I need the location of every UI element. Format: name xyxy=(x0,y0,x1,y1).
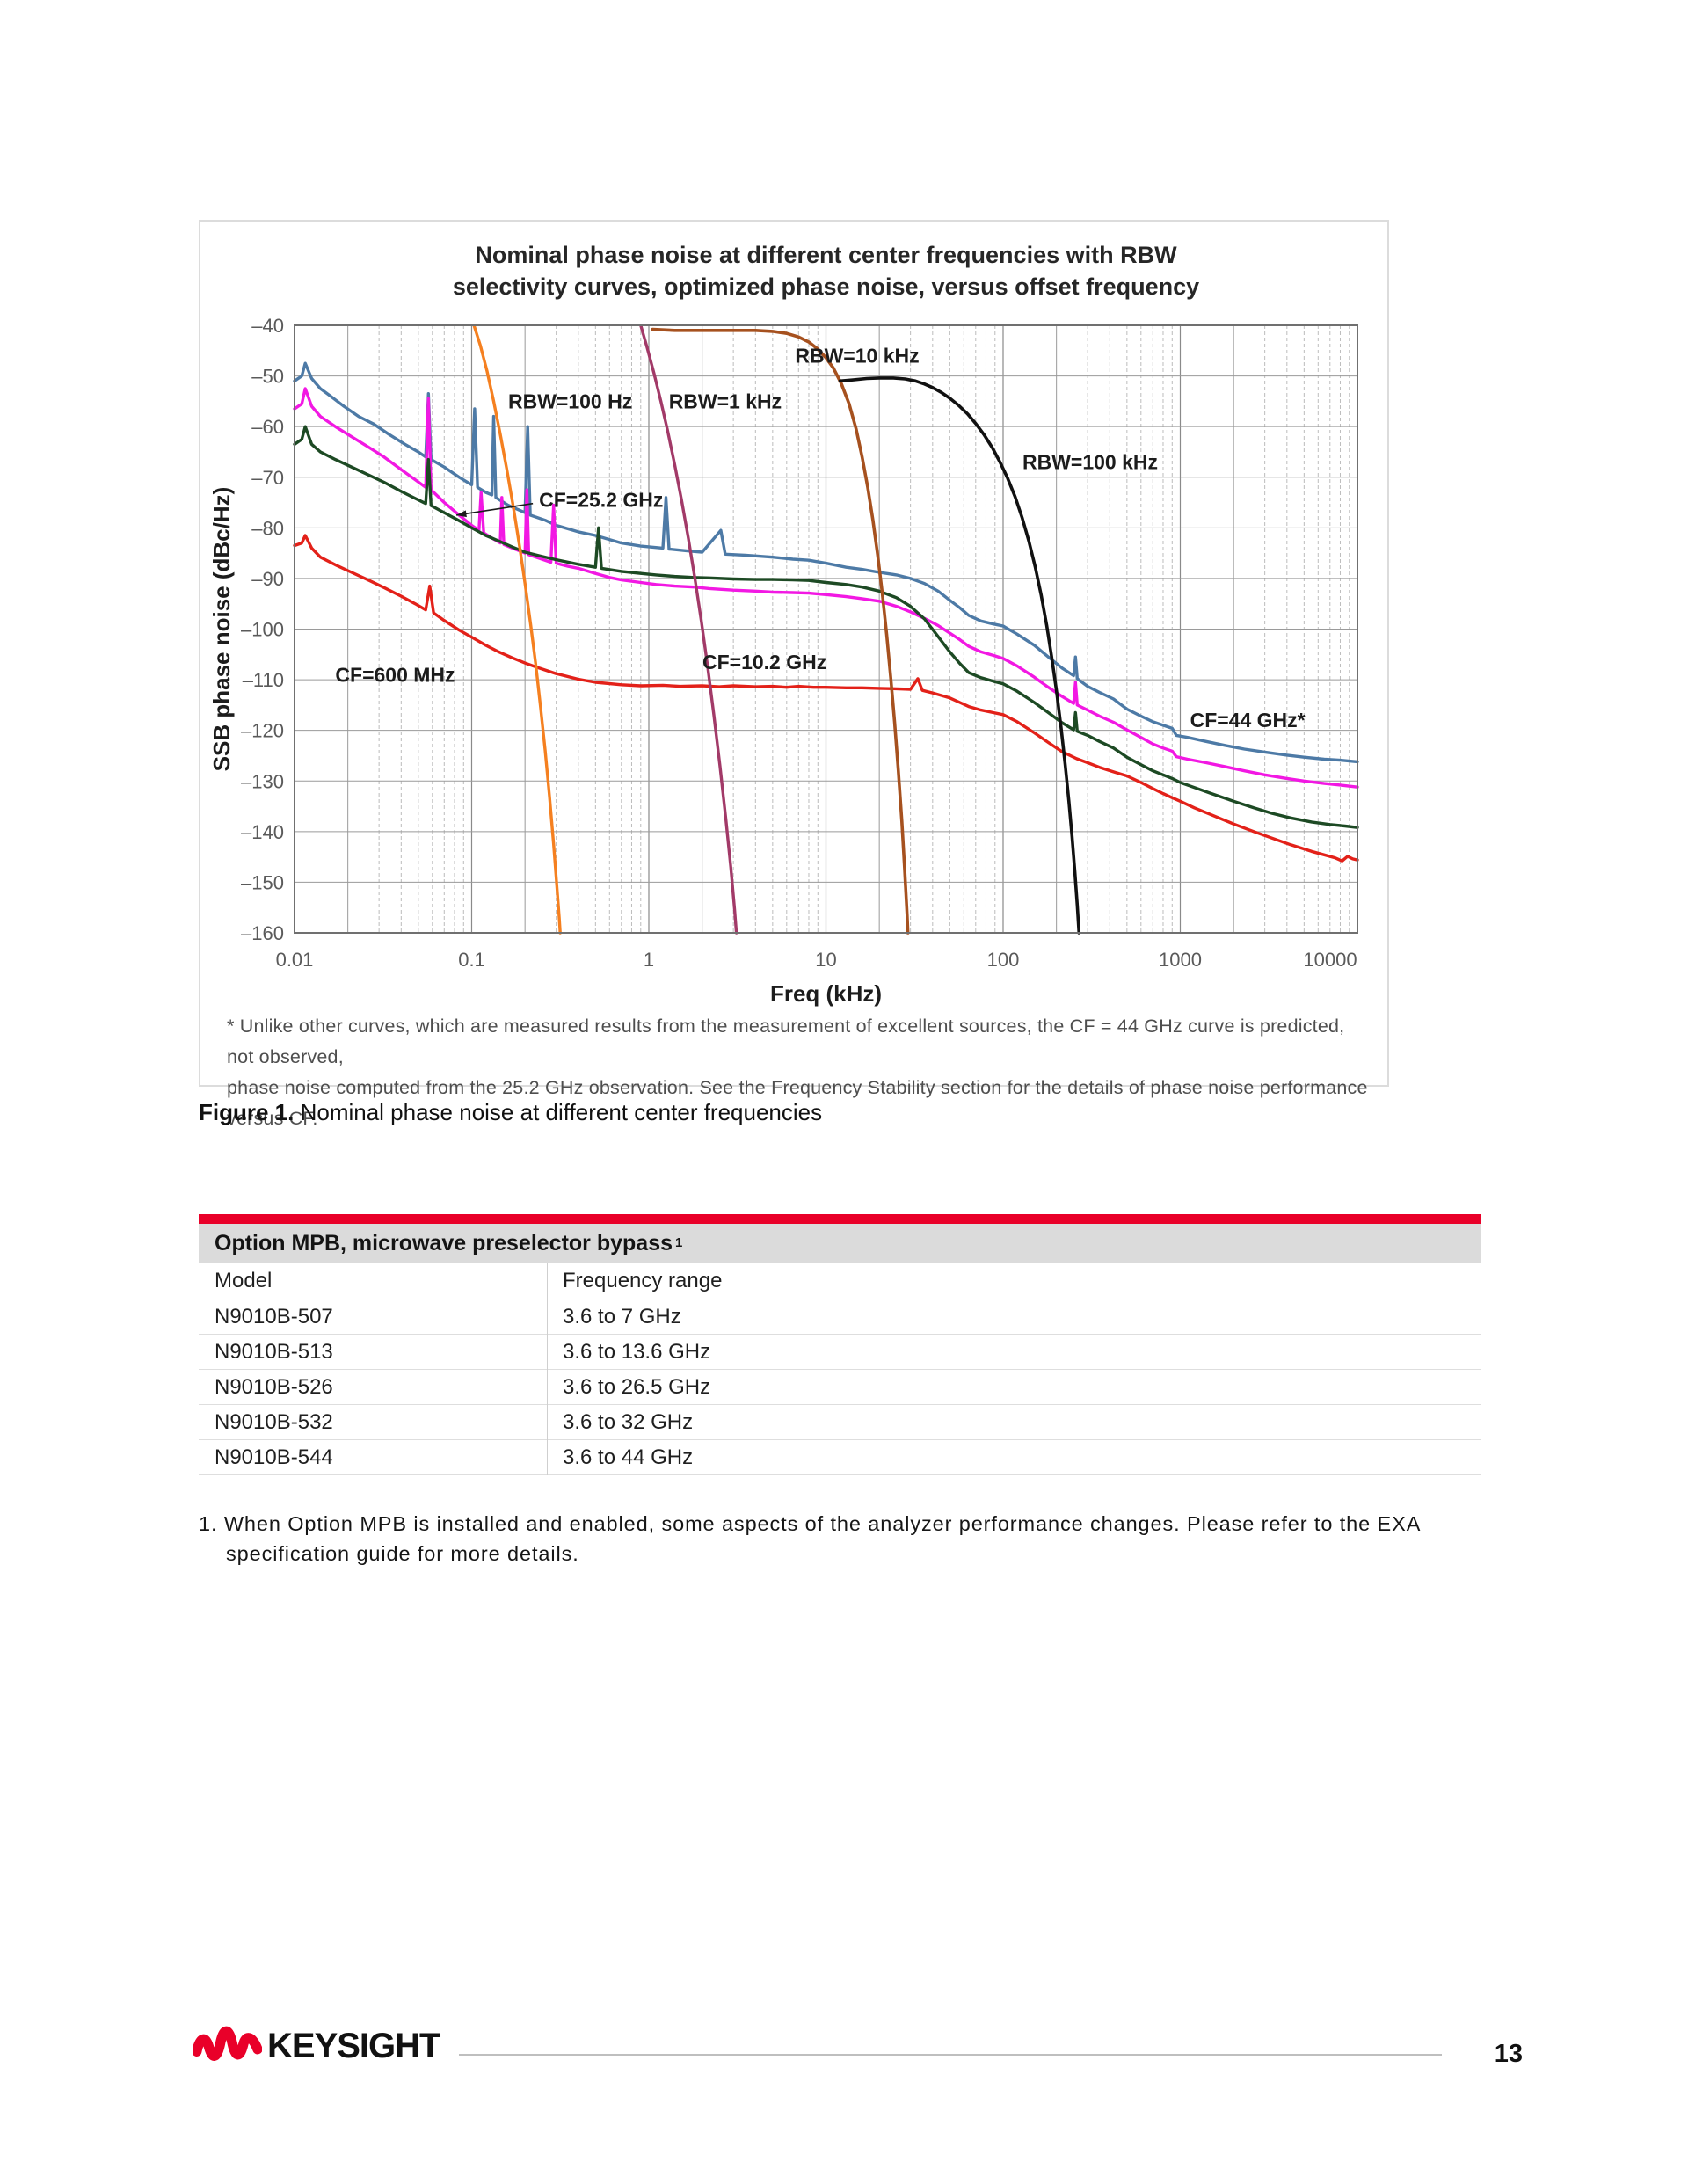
plot-frame xyxy=(294,324,1358,934)
y-tick-label: –140 xyxy=(241,821,284,843)
series-rbw-100-khz-selectivity xyxy=(838,376,1081,935)
curve-label: RBW=100 Hz xyxy=(508,389,632,412)
table-row: N9010B-532 3.6 to 32 GHz xyxy=(199,1405,1481,1440)
table-header-row: Model Frequency range xyxy=(199,1263,1481,1299)
y-tick-label: –80 xyxy=(251,517,284,539)
y-tick-label: –160 xyxy=(241,922,284,944)
cell-range: 3.6 to 13.6 GHz xyxy=(563,1339,711,1364)
cell-range: 3.6 to 44 GHz xyxy=(563,1445,694,1469)
brand-name: KEYSIGHT xyxy=(267,2026,440,2065)
curve-label: RBW=100 kHz xyxy=(1022,450,1158,473)
column-divider xyxy=(547,1263,548,1475)
chart-title: Nominal phase noise at different center … xyxy=(295,239,1357,302)
table-title: Option MPB, microwave preselector bypass xyxy=(215,1230,673,1256)
phase-noise-chart: RBW=100 Hz RBW=1 kHz RBW=10 kHz RBW=100 kHz… xyxy=(208,315,1359,1007)
table-footnote: 1. When Option MPB is installed and enab… xyxy=(199,1509,1447,1569)
keysight-logo: KEYSIGHT xyxy=(193,2019,440,2073)
y-tick-label: –40 xyxy=(251,315,284,337)
y-tick-label: –130 xyxy=(241,770,284,792)
series-cf-10-2-ghz xyxy=(293,425,1359,829)
series-rbw-1-khz-selectivity xyxy=(639,324,738,935)
y-tick-label: –150 xyxy=(241,871,284,893)
chart-title-line1: Nominal phase noise at different center … xyxy=(475,242,1177,268)
cell-model: N9010B-532 xyxy=(215,1409,333,1434)
curve-label: CF=600 MHz xyxy=(335,663,455,686)
series-cf-600-mhz xyxy=(293,534,1359,863)
y-axis-title: SSB phase noise (dBc/Hz) xyxy=(208,487,235,772)
y-tick-label: –120 xyxy=(241,720,284,742)
series-rbw-100-hz-selectivity xyxy=(472,324,562,935)
annotation-arrow xyxy=(456,502,534,516)
series-rbw-10-khz-selectivity xyxy=(651,327,910,935)
y-tick-label: –70 xyxy=(251,467,284,489)
footer-divider xyxy=(459,2054,1442,2056)
cell-model: N9010B-544 xyxy=(215,1445,333,1469)
curve-label: CF=44 GHz* xyxy=(1190,709,1306,732)
curve-label: CF=10.2 GHz xyxy=(702,651,826,673)
table-row: N9010B-513 3.6 to 13.6 GHz xyxy=(199,1335,1481,1370)
x-tick-label: 1 xyxy=(644,949,654,971)
curve-label: CF=25.2 GHz xyxy=(539,489,663,512)
x-tick-label: 100 xyxy=(987,949,1020,971)
table-row: N9010B-507 3.6 to 7 GHz xyxy=(199,1299,1481,1335)
cell-model: N9010B-513 xyxy=(215,1339,333,1364)
chart-title-line2: selectivity curves, optimized phase nois… xyxy=(452,273,1200,300)
figure-caption: Figure 1. Nominal phase noise at differe… xyxy=(199,1099,822,1126)
table-row: N9010B-544 3.6 to 44 GHz xyxy=(199,1440,1481,1475)
cell-model: N9010B-526 xyxy=(215,1374,333,1399)
curve-label: RBW=1 kHz xyxy=(669,389,782,412)
y-tick-label: –110 xyxy=(243,669,284,691)
figure-caption-label: Figure 1. xyxy=(199,1099,295,1125)
y-tick-label: –50 xyxy=(251,366,284,388)
cell-range: 3.6 to 26.5 GHz xyxy=(563,1374,711,1399)
x-tick-label: 10 xyxy=(815,949,836,971)
figure-caption-text: Nominal phase noise at different center … xyxy=(294,1099,823,1125)
cell-range: 3.6 to 32 GHz xyxy=(563,1409,694,1434)
table-body: Model Frequency range N9010B-507 3.6 to … xyxy=(199,1263,1481,1475)
cell-range: 3.6 to 7 GHz xyxy=(563,1304,681,1329)
cell-model: N9010B-507 xyxy=(215,1304,333,1329)
page-number: 13 xyxy=(1494,2040,1523,2068)
y-tick-label: –90 xyxy=(251,568,284,590)
x-tick-label: 1000 xyxy=(1159,949,1202,971)
figure-footnote-line2: phase noise computed from the 25.2 GHz o… xyxy=(227,1077,1368,1129)
annotation-arrowhead xyxy=(456,510,467,518)
x-tick-label: 0.1 xyxy=(458,949,485,971)
column-header-model: Model xyxy=(215,1268,273,1292)
column-header-frequency-range: Frequency range xyxy=(563,1268,723,1292)
figure-panel: Nominal phase noise at different center … xyxy=(199,220,1389,1129)
table-accent-bar xyxy=(199,1214,1481,1224)
table-title-band: Option MPB, microwave preselector bypass… xyxy=(199,1224,1481,1263)
x-tick-label: 10000 xyxy=(1303,949,1357,971)
table-title-superscript: 1 xyxy=(675,1234,683,1250)
table-footnote-line2: specification guide for more details. xyxy=(226,1542,579,1565)
x-axis-title: Freq (kHz) xyxy=(770,980,882,1007)
figure-footnote: * Unlike other curves, which are measure… xyxy=(227,1011,1370,1134)
y-tick-label: –60 xyxy=(251,416,284,438)
series-cf-25-2-ghz xyxy=(293,387,1359,789)
x-tick-label: 0.01 xyxy=(276,949,314,971)
table-row: N9010B-526 3.6 to 26.5 GHz xyxy=(199,1370,1481,1405)
option-mpb-table: Option MPB, microwave preselector bypass… xyxy=(199,1214,1481,1475)
table-footnote-line1: 1. When Option MPB is installed and enab… xyxy=(199,1512,1422,1535)
curve-label: RBW=10 kHz xyxy=(795,345,919,368)
keysight-spark-icon xyxy=(193,2026,262,2061)
y-tick-label: –100 xyxy=(241,619,284,641)
figure-footnote-line1: * Unlike other curves, which are measure… xyxy=(227,1016,1345,1067)
